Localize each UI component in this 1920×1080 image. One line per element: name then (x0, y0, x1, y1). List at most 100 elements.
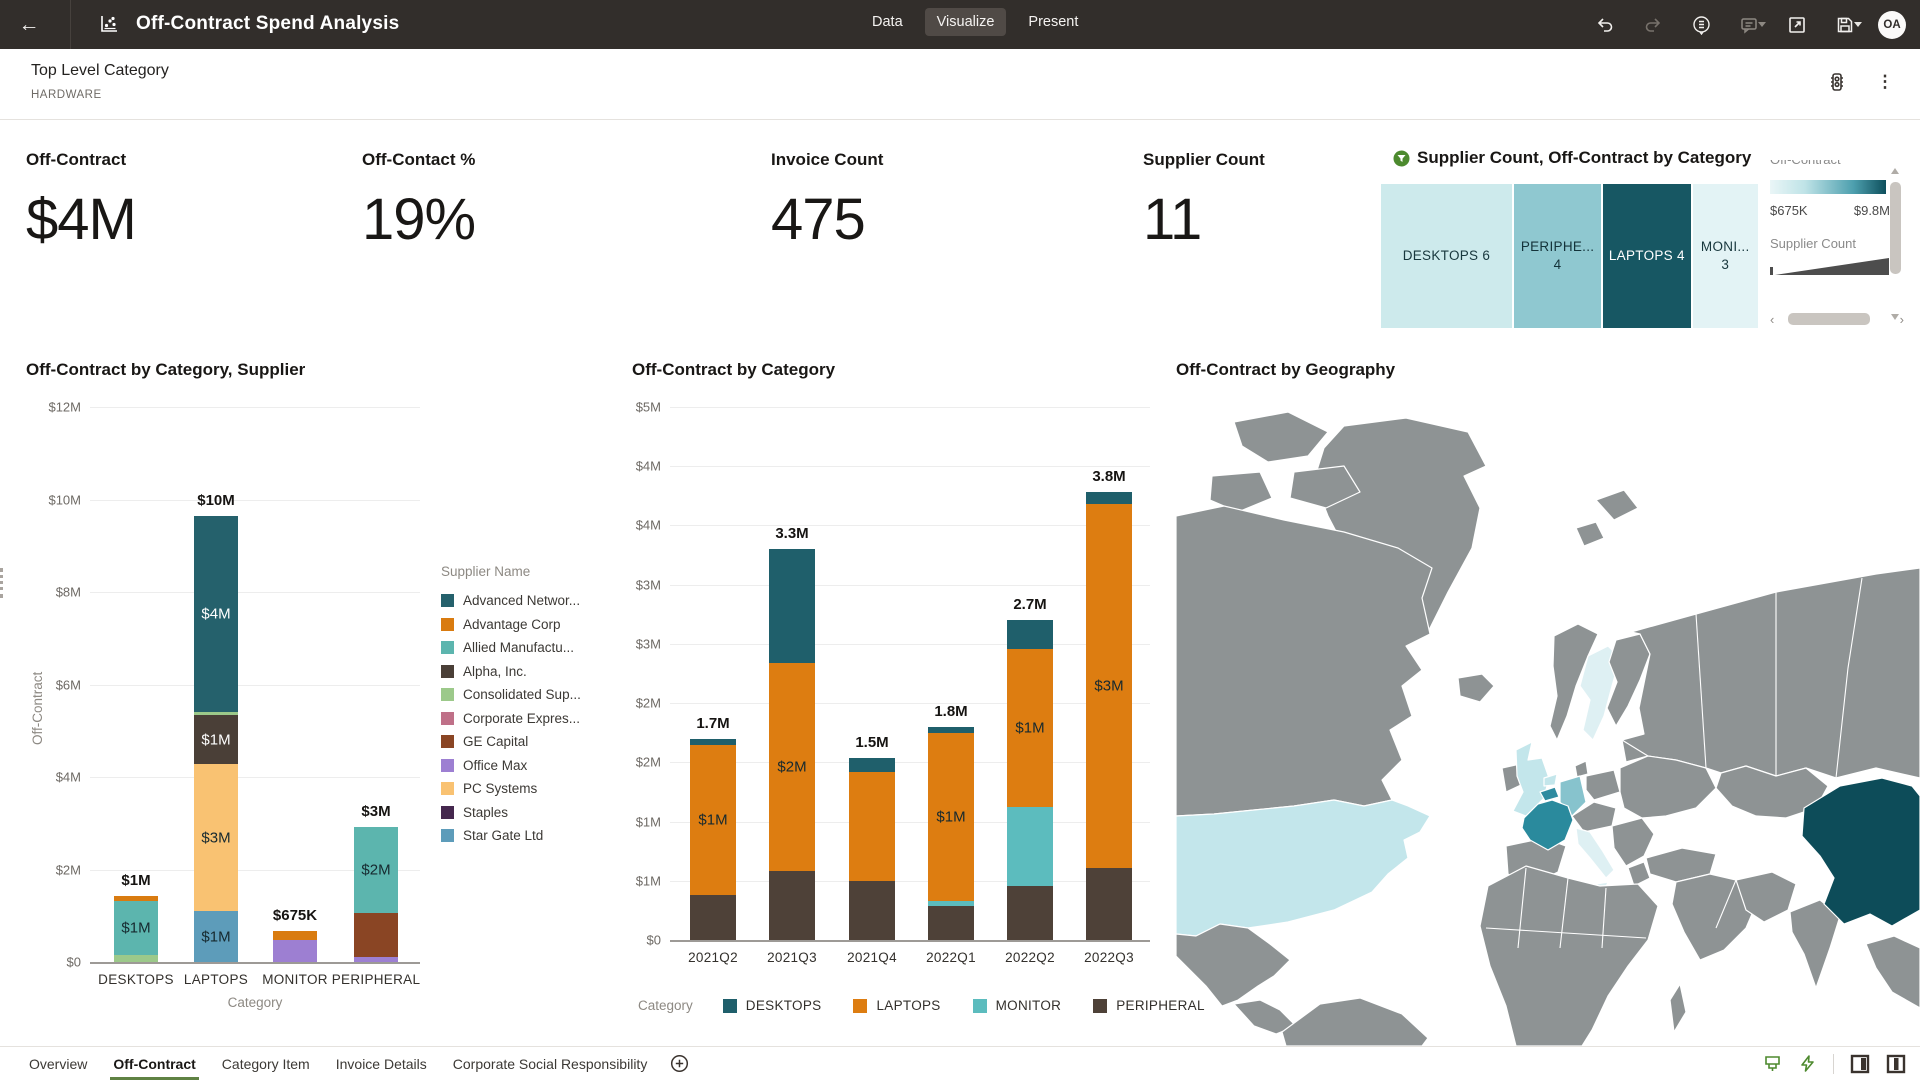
stacked-bar[interactable]: $1M $3M $1M $4M $10M (194, 492, 238, 962)
map-china[interactable] (1801, 777, 1920, 927)
bar-segment[interactable] (114, 955, 158, 962)
bar-segment[interactable] (849, 757, 895, 772)
kpi-supplier-count[interactable]: Supplier Count 11 (1143, 150, 1265, 253)
bar-segment[interactable] (1007, 807, 1053, 886)
map-greece[interactable] (1627, 861, 1651, 887)
bar-segment[interactable] (273, 940, 317, 962)
map-svalbard[interactable] (1595, 489, 1639, 521)
canvas-tab-off-contract[interactable]: Off-Contract (100, 1047, 208, 1080)
avatar[interactable]: OA (1878, 10, 1906, 39)
bar-segment[interactable] (928, 905, 974, 940)
bar-segment[interactable]: $4M (194, 515, 238, 713)
map-mexico[interactable] (1176, 923, 1291, 1007)
filter-menu-kebab-icon[interactable]: ⋮ (1876, 72, 1894, 91)
bar-segment[interactable]: $3M (1086, 504, 1132, 868)
canvas-tab-corporate-social-responsibility[interactable]: Corporate Social Responsibility (452, 1055, 648, 1072)
map-france[interactable] (1521, 799, 1574, 851)
tab-present[interactable]: Present (1028, 14, 1079, 30)
legend-item[interactable]: PERIPHERAL (1093, 998, 1205, 1013)
comments-caret-icon[interactable] (1758, 22, 1766, 27)
bar-segment[interactable] (354, 957, 398, 962)
bar-segment[interactable] (1007, 885, 1053, 940)
bar-segment[interactable] (273, 930, 317, 941)
add-canvas-icon[interactable] (670, 1054, 689, 1073)
chart1-plot[interactable]: $12M $10M $8M $6M $4M $2M $0 $1M $1M DESKTOPS $1M $… (48, 400, 420, 987)
undo-icon[interactable] (1590, 10, 1620, 40)
map-balkans[interactable] (1611, 817, 1655, 867)
kpi-off-contract[interactable]: Off-Contract $4M (26, 150, 137, 253)
map-united-states[interactable] (1176, 799, 1431, 937)
bar-segment[interactable] (769, 549, 815, 663)
bar-segment[interactable] (928, 726, 974, 733)
save-icon[interactable] (1830, 10, 1860, 40)
treemap-tile[interactable]: DESKTOPS 6 (1381, 184, 1512, 328)
bar-segment[interactable] (690, 738, 736, 745)
map-netherlands[interactable] (1543, 773, 1558, 787)
filter-value[interactable]: HARDWARE (31, 89, 102, 101)
legend-item[interactable]: DESKTOPS (722, 998, 822, 1013)
panel-grip[interactable] (0, 568, 4, 598)
layout-right-panel-icon[interactable] (1850, 1054, 1870, 1074)
limit-values-icon[interactable] (1824, 69, 1850, 95)
map-denmark[interactable] (1574, 760, 1589, 778)
scroll-up-icon[interactable] (1891, 168, 1899, 174)
filter-pin-icon[interactable] (1763, 1054, 1782, 1073)
kpi-off-contact-pct[interactable]: Off-Contact % 19% (362, 150, 476, 253)
treemap-tile[interactable]: MONI... 3 (1692, 184, 1758, 328)
legend-item[interactable]: Alpha, Inc. (441, 660, 616, 684)
map-africa[interactable] (1479, 865, 1659, 1046)
chart2-plot[interactable]: $5M $4M $4M $3M $3M $2M $2M $1M $1M $0 $1M 1.7M 2021… (636, 400, 1150, 965)
geography-map[interactable] (1176, 388, 1920, 1046)
bar-segment[interactable] (690, 895, 736, 940)
bar-segment[interactable]: $2M (769, 662, 815, 872)
tab-data[interactable]: Data (872, 14, 903, 30)
treemap-tile[interactable]: LAPTOPS 4 (1603, 184, 1691, 328)
legend-item[interactable]: Allied Manufactu... (441, 636, 616, 660)
filter-name[interactable]: Top Level Category (31, 62, 169, 79)
map-arctic-island[interactable] (1289, 465, 1361, 509)
bar-segment[interactable] (1086, 867, 1132, 940)
canvas-tab-overview[interactable]: Overview (29, 1055, 88, 1072)
legend-item[interactable]: PC Systems (441, 777, 616, 801)
map-south-america[interactable] (1281, 997, 1429, 1046)
layout-split-panel-icon[interactable] (1886, 1054, 1906, 1074)
map-central-asia[interactable] (1715, 765, 1829, 819)
scroll-down-icon[interactable] (1891, 314, 1899, 320)
map-arctic-island[interactable] (1233, 411, 1329, 463)
bar-segment[interactable] (1086, 492, 1132, 505)
bar-segment[interactable]: $1M (690, 744, 736, 896)
map-belgium[interactable] (1539, 786, 1560, 802)
legend-item[interactable]: LAPTOPS (853, 998, 940, 1013)
bar-segment[interactable]: $1M (114, 900, 158, 956)
insights-icon[interactable] (1686, 10, 1716, 40)
map-southeast-asia[interactable] (1865, 935, 1920, 1009)
map-iceland[interactable] (1457, 673, 1495, 703)
open-in-window-icon[interactable] (1782, 10, 1812, 40)
map-norway[interactable] (1549, 623, 1599, 741)
bar-segment[interactable]: $1M (1007, 648, 1053, 808)
map-italy[interactable] (1575, 827, 1615, 879)
map-arctic-island[interactable] (1209, 471, 1273, 513)
stacked-bar[interactable]: $1M 1.8M (928, 703, 974, 940)
tab-visualize[interactable]: Visualize (924, 8, 1007, 36)
stacked-bar[interactable]: $2M 3.3M (769, 525, 815, 940)
bar-segment[interactable]: $1M (194, 911, 238, 962)
kpi-invoice-count[interactable]: Invoice Count 475 (771, 150, 883, 253)
scroll-left-icon[interactable]: ‹ (1770, 311, 1775, 327)
map-middle-east[interactable] (1671, 873, 1759, 961)
legend-vertical-scrollbar[interactable] (1890, 168, 1901, 320)
canvas-tab-category-item[interactable]: Category Item (221, 1055, 310, 1072)
stacked-bar[interactable]: $1M $1M (114, 872, 158, 962)
bar-segment[interactable] (849, 771, 895, 881)
map-poland[interactable] (1585, 769, 1621, 801)
bar-segment[interactable]: $2M (354, 827, 398, 913)
scroll-right-icon[interactable]: › (1899, 311, 1904, 327)
bar-segment[interactable] (1007, 620, 1053, 649)
map-india[interactable] (1789, 899, 1841, 989)
auto-insights-icon[interactable] (1798, 1054, 1817, 1073)
map-russia[interactable] (1621, 567, 1920, 779)
bar-segment[interactable] (769, 871, 815, 940)
comments-icon[interactable] (1734, 10, 1764, 40)
map-iran[interactable] (1735, 871, 1797, 923)
back-button[interactable]: ← (18, 13, 40, 36)
